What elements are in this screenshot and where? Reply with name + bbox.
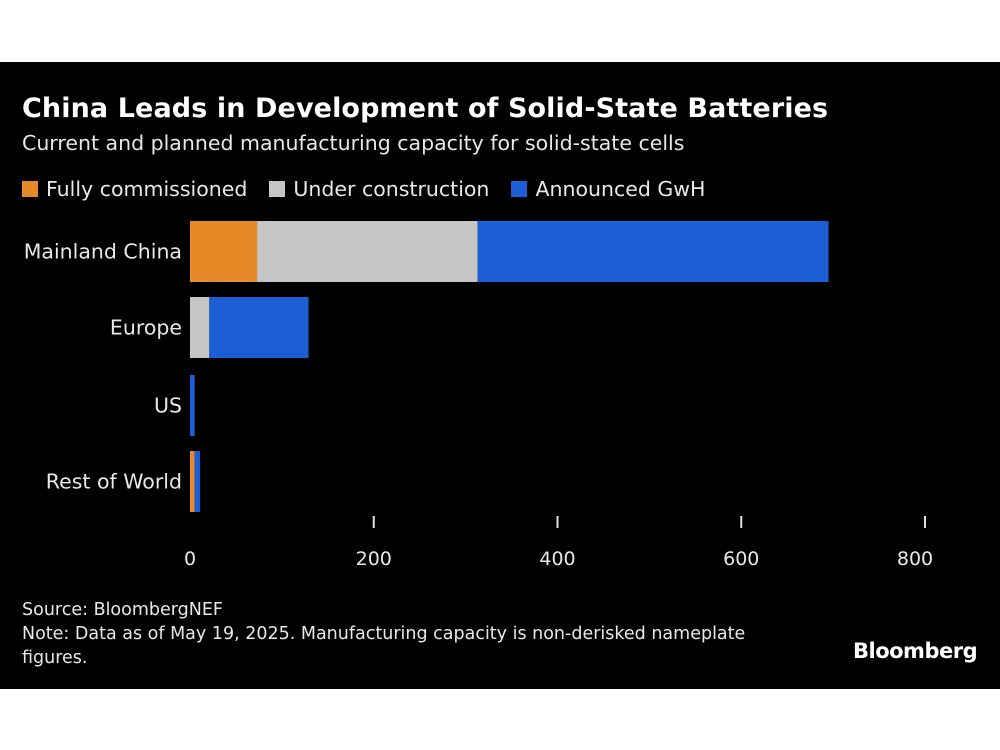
category-label-us: US — [154, 394, 182, 418]
chart-title: China Leads in Development of Solid-Stat… — [22, 93, 829, 124]
legend-item-under-construction: Under construction — [269, 177, 489, 201]
category-label-rest-of-world: Rest of World — [46, 470, 182, 494]
chart-subtitle: Current and planned manufacturing capaci… — [22, 131, 685, 155]
chart-legend: Fully commissioned Under construction An… — [22, 175, 727, 203]
bar-europe-under-construction — [190, 297, 210, 358]
bar-mainland-china-under-construction — [257, 221, 478, 282]
bar-mainland-china-announced-gwh — [477, 221, 829, 282]
bar-rest-of-world-announced-gwh — [194, 451, 201, 512]
x-tick-label-800: 800 — [897, 548, 933, 570]
bar-mainland-china-fully-commissioned — [190, 221, 258, 282]
category-label-europe: Europe — [110, 316, 182, 340]
category-label-mainland-china: Mainland China — [24, 240, 182, 264]
legend-label-fully-commissioned: Fully commissioned — [46, 177, 248, 201]
legend-swatch-under-construction — [269, 181, 286, 197]
x-tick-label-400: 400 — [539, 548, 575, 570]
source-note: Source: BloombergNEF — [22, 600, 223, 620]
x-tick-label-200: 200 — [356, 548, 392, 570]
legend-item-fully-commissioned: Fully commissioned — [22, 177, 247, 201]
chart-panel: China Leads in Development of Solid-Stat… — [0, 62, 1000, 689]
bloomberg-logo: Bloomberg — [853, 639, 978, 663]
bar-rest-of-world-fully-commissioned — [190, 451, 195, 512]
data-note: Note: Data as of May 19, 2025. Manufactu… — [22, 624, 746, 668]
legend-label-under-construction: Under construction — [293, 177, 490, 201]
legend-swatch-announced — [511, 181, 528, 197]
bar-europe-announced-gwh — [209, 297, 309, 358]
x-tick-label-600: 600 — [723, 548, 759, 570]
legend-item-announced: Announced GwH — [511, 177, 705, 201]
legend-label-announced: Announced GwH — [535, 177, 706, 201]
bar-us-announced-gwh — [190, 375, 195, 436]
legend-swatch-fully-commissioned — [22, 181, 38, 197]
bar-chart: Mainland China Europe US Rest of World 0 200 4… — [24, 221, 933, 570]
x-tick-label-0: 0 — [184, 548, 196, 570]
